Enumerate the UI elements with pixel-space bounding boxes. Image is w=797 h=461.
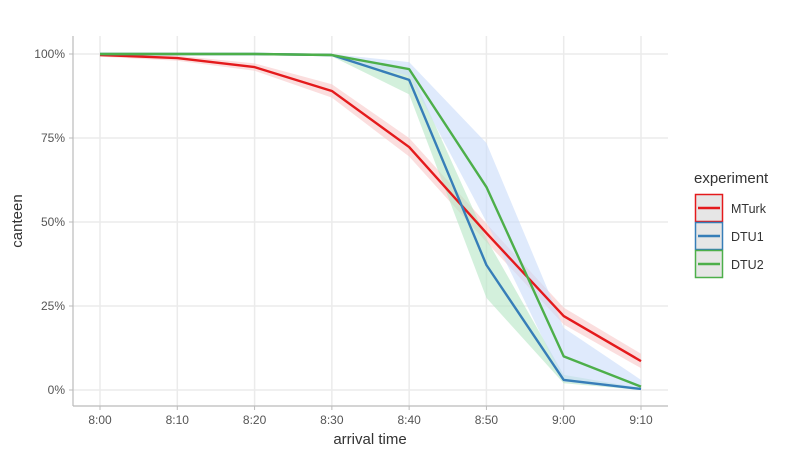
x-tick-label: 8:00 (88, 413, 112, 427)
y-tick-label: 75% (41, 131, 65, 145)
y-tick-label: 50% (41, 215, 65, 229)
x-tick-label: 8:40 (397, 413, 421, 427)
legend-label: DTU1 (731, 230, 764, 244)
y-axis-label: canteen (9, 194, 26, 247)
legend-label: MTurk (731, 202, 767, 216)
legend-label: DTU2 (731, 258, 764, 272)
y-tick-label: 100% (34, 47, 65, 61)
x-tick-label: 9:00 (552, 413, 576, 427)
y-tick-label: 25% (41, 299, 65, 313)
y-tick-labels: 0% 25% 50% 75% 100% (34, 47, 73, 397)
x-tick-label: 8:30 (320, 413, 344, 427)
x-tick-labels: 8:00 8:10 8:20 8:30 8:40 8:50 9:00 9:10 (88, 406, 653, 427)
y-tick-label: 0% (48, 383, 66, 397)
legend-title: experiment (694, 170, 769, 187)
x-tick-label: 8:20 (243, 413, 267, 427)
x-tick-label: 9:10 (629, 413, 653, 427)
x-tick-label: 8:50 (475, 413, 499, 427)
x-tick-label: 8:10 (166, 413, 190, 427)
legend: experiment MTurk DTU1 DTU2 (694, 170, 769, 278)
x-axis-label: arrival time (333, 431, 406, 448)
